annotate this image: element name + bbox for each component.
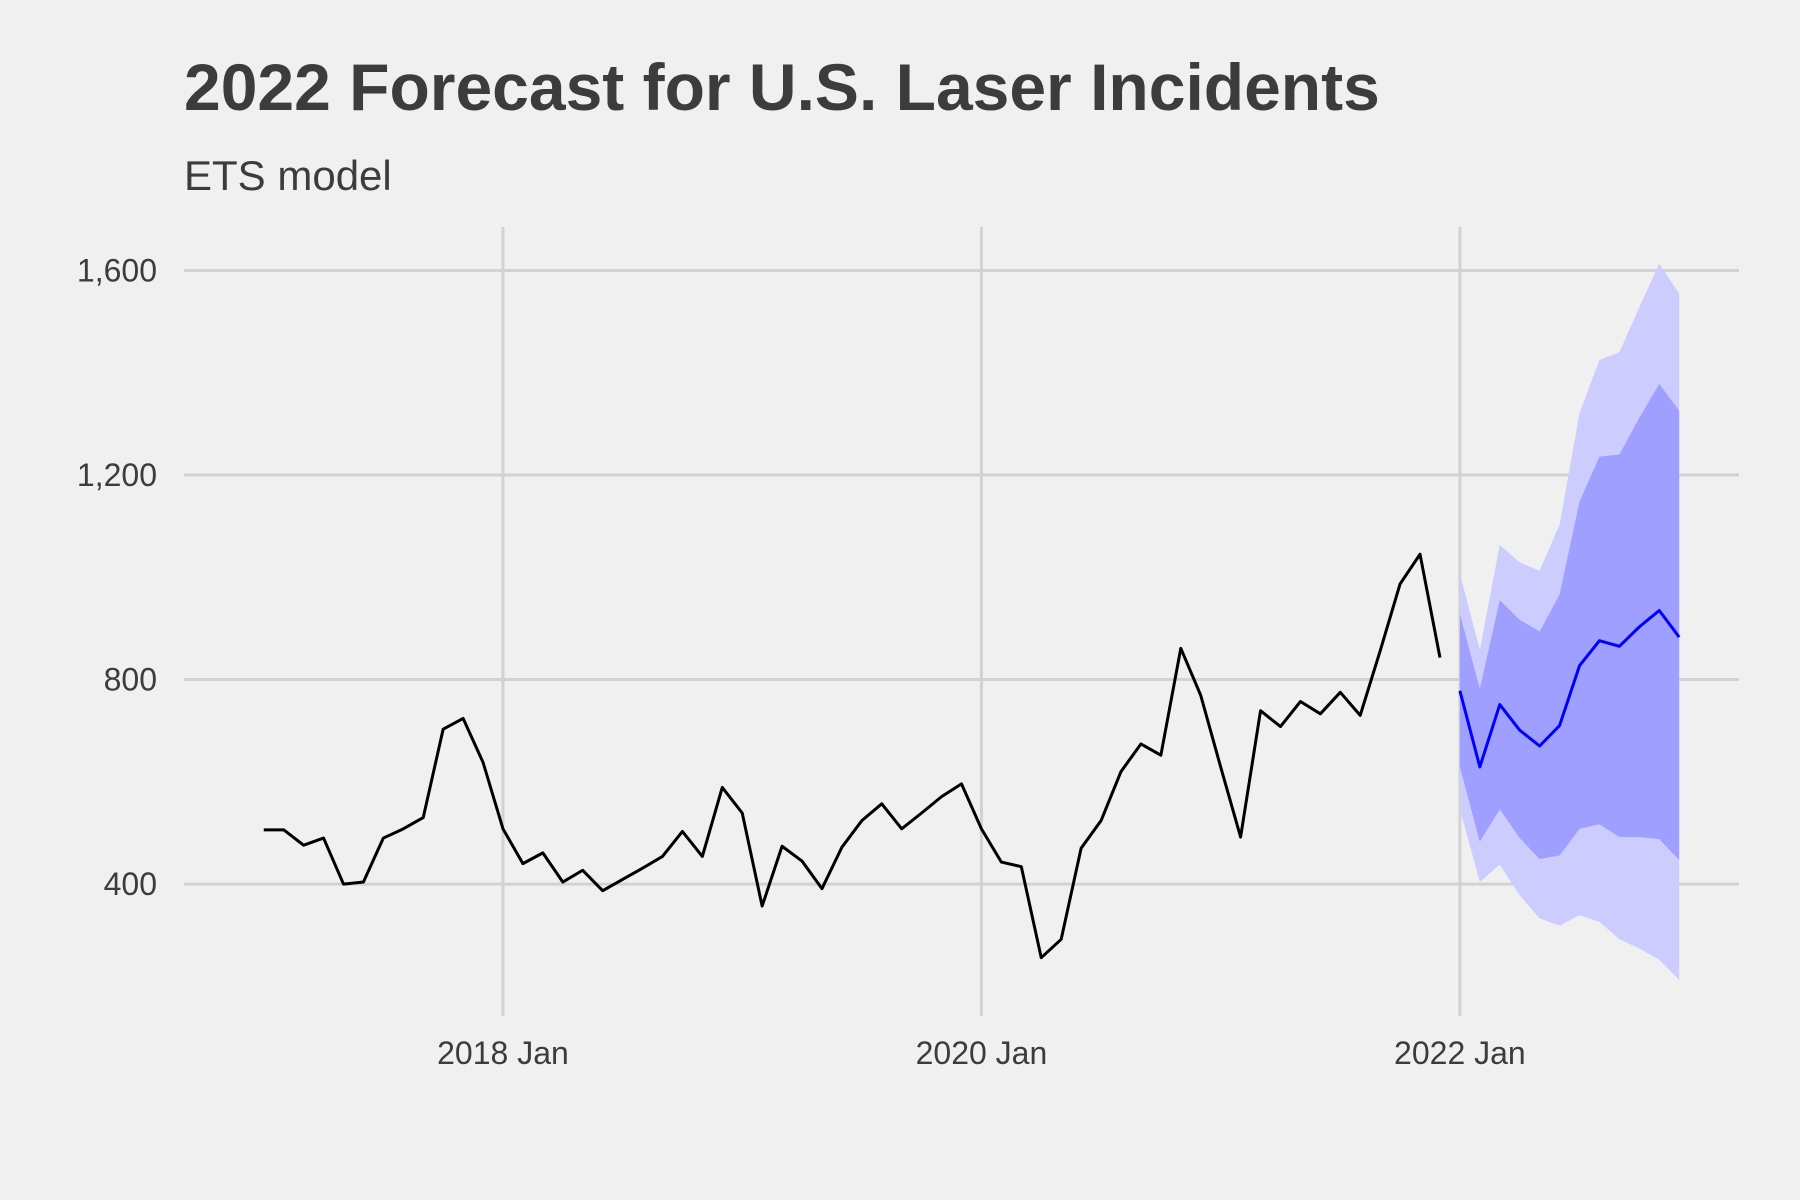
y-tick-label: 1,200 [77,457,157,493]
x-tick-label: 2018 Jan [437,1035,569,1071]
line-series [1458,609,1681,769]
line-series [263,552,1442,960]
y-tick-label: 400 [104,866,157,902]
plot-area [263,263,1681,980]
y-tick-label: 800 [104,662,157,698]
x-tick-label: 2022 Jan [1394,1035,1526,1071]
interval-band [1459,383,1680,861]
grid: 400 800 1,200 1,600 2018 Jan 2020 Jan 2022 Jan [77,227,1739,1071]
x-tick-label: 2020 Jan [916,1035,1048,1071]
y-tick-label: 1,600 [77,252,157,288]
chart-title: 2022 Forecast for U.S. Laser Incidents [184,50,1380,124]
chart-subtitle: ETS model [184,152,392,199]
